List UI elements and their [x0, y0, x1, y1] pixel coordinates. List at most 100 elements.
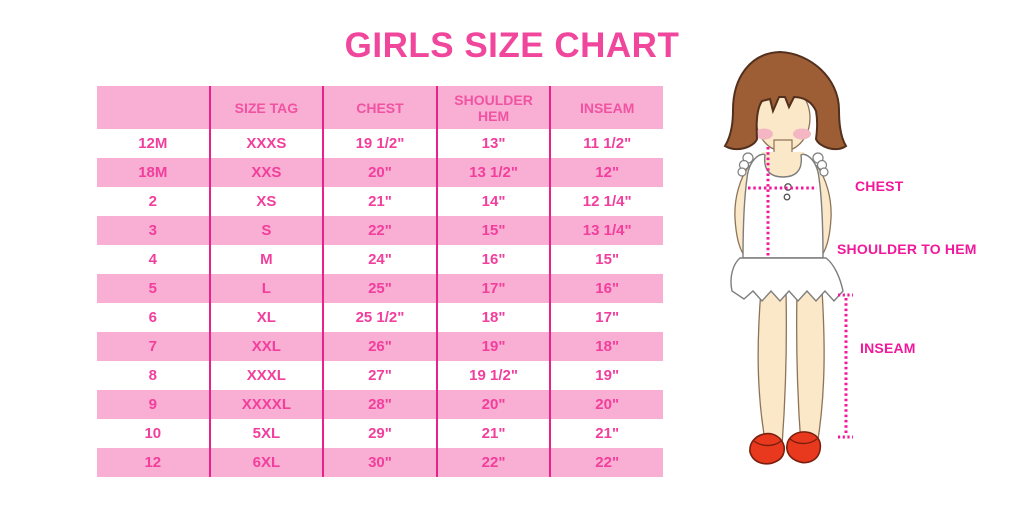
cell-inseam: 17" — [549, 303, 663, 332]
cell-chest: 25 1/2" — [322, 303, 437, 332]
cell-size-tag: XXXXL — [208, 390, 324, 419]
cell-inseam: 12" — [549, 158, 663, 187]
cell-shoulder-hem: 18" — [435, 303, 551, 332]
table-row: 5 L 25" 17" 16" — [97, 274, 663, 303]
table-row: 3 S 22" 15" 13 1/4" — [97, 216, 663, 245]
cell-chest: 20" — [322, 158, 437, 187]
cell-inseam: 11 1/2" — [549, 129, 663, 158]
header-cell-size — [97, 86, 210, 129]
cell-size-tag: XXL — [208, 332, 324, 361]
table-row: 12 6XL 30" 22" 22" — [97, 448, 663, 477]
cell-size: 18M — [97, 158, 210, 187]
cell-shoulder-hem: 13 1/2" — [435, 158, 551, 187]
cell-size-tag: XS — [208, 187, 324, 216]
cell-size: 6 — [148, 309, 157, 326]
cell-shoulder-hem: 15" — [435, 216, 551, 245]
table-row: 18M XXS 20" 13 1/2" 12" — [97, 158, 663, 187]
leg-right — [795, 289, 825, 447]
cell-size: 3 — [97, 216, 210, 245]
cell-chest: 29" — [322, 419, 437, 448]
cell-size: 12M — [138, 135, 168, 152]
cell-inseam: 22" — [549, 448, 663, 477]
shoe-right — [786, 431, 822, 464]
button-bottom — [783, 193, 791, 201]
cell-inseam: 15" — [549, 245, 663, 274]
cell-size-tag: 6XL — [208, 448, 324, 477]
cell-size-tag: 5XL — [208, 419, 324, 448]
shoe-right-strap — [789, 438, 818, 445]
cell-shoulder-hem: 22" — [435, 448, 551, 477]
cell-size: 12 — [97, 448, 210, 477]
cell-size: 10 — [144, 425, 162, 442]
table-row: 9 XXXXL 28" 20" 20" — [97, 390, 663, 419]
header-cell-inseam: INSEAM — [549, 86, 663, 129]
shoulder-ruffle-right — [812, 152, 829, 177]
cheek-right — [793, 128, 811, 140]
cell-chest: 24" — [322, 245, 437, 274]
size-chart-table: SIZE TAG CHEST SHOULDER HEM INSEAM 12M X… — [97, 86, 663, 477]
table-row: 7 XXL 26" 19" 18" — [97, 332, 663, 361]
cell-chest: 28" — [322, 390, 437, 419]
cell-size-tag: XL — [208, 303, 324, 332]
cell-inseam: 20" — [549, 390, 663, 419]
cell-chest: 26" — [322, 332, 437, 361]
header-cell-size-tag: SIZE TAG — [208, 86, 324, 129]
cell-chest: 30" — [322, 448, 437, 477]
cell-inseam: 12 1/4" — [549, 187, 663, 216]
cell-inseam: 13 1/4" — [549, 216, 663, 245]
shoe-left — [749, 432, 786, 465]
cell-inseam: 18" — [549, 332, 663, 361]
cell-size-tag: XXXS — [208, 129, 324, 158]
cell-size-tag: L — [208, 274, 324, 303]
cell-chest: 25" — [322, 274, 437, 303]
cell-shoulder-hem: 14" — [435, 187, 551, 216]
chest-label: CHEST — [855, 178, 904, 194]
top-garment — [742, 153, 824, 259]
shoe-left-strap — [753, 440, 782, 447]
cell-size: 9 — [97, 390, 210, 419]
chest-skin — [762, 152, 804, 180]
cell-inseam: 16" — [549, 274, 663, 303]
table-row: 10 5XL 29" 21" 21" — [97, 419, 663, 448]
cell-inseam: 19" — [549, 361, 663, 390]
table-body: 12M XXXS 19 1/2" 13" 11 1/2" 18M XXS 20"… — [97, 129, 663, 477]
cell-size-tag: XXS — [208, 158, 324, 187]
cell-size: 7 — [97, 332, 210, 361]
cell-size: 4 — [148, 251, 157, 268]
page-title: GIRLS SIZE CHART — [344, 26, 680, 65]
girl-illustration — [723, 50, 853, 465]
skirt — [730, 257, 844, 303]
header-cell-shoulder-hem: SHOULDER HEM — [435, 86, 551, 129]
header-cell-chest: CHEST — [322, 86, 437, 129]
table-row: 2 XS 21" 14" 12 1/4" — [97, 187, 663, 216]
table-row: 12M XXXS 19 1/2" 13" 11 1/2" — [97, 129, 663, 158]
hair — [723, 50, 848, 150]
cell-size-tag: XXXL — [208, 361, 324, 390]
cell-size: 8 — [148, 367, 157, 384]
cell-shoulder-hem: 13" — [435, 129, 551, 158]
cell-chest: 19 1/2" — [322, 129, 437, 158]
table-row: 4 M 24" 16" 15" — [97, 245, 663, 274]
cell-size-tag: M — [208, 245, 324, 274]
table-row: 6 XL 25 1/2" 18" 17" — [97, 303, 663, 332]
cell-shoulder-hem: 21" — [435, 419, 551, 448]
shoulder-to-hem-label: SHOULDER TO HEM — [837, 241, 977, 257]
cheek-left — [755, 128, 773, 140]
cell-shoulder-hem: 16" — [435, 245, 551, 274]
table-row: 8 XXXL 27" 19 1/2" 19" — [97, 361, 663, 390]
cell-size-tag: S — [208, 216, 324, 245]
cell-size: 2 — [148, 193, 157, 210]
cell-chest: 21" — [322, 187, 437, 216]
cell-shoulder-hem: 19" — [435, 332, 551, 361]
cell-inseam: 21" — [549, 419, 663, 448]
shoulder-ruffle-left — [737, 152, 754, 177]
cell-shoulder-hem: 20" — [435, 390, 551, 419]
cell-chest: 22" — [322, 216, 437, 245]
cell-size: 5 — [97, 274, 210, 303]
cell-shoulder-hem: 17" — [435, 274, 551, 303]
table-header: SIZE TAG CHEST SHOULDER HEM INSEAM — [97, 86, 663, 129]
leg-left — [757, 289, 788, 447]
cell-chest: 27" — [322, 361, 437, 390]
header-row: SIZE TAG CHEST SHOULDER HEM INSEAM — [97, 86, 663, 129]
